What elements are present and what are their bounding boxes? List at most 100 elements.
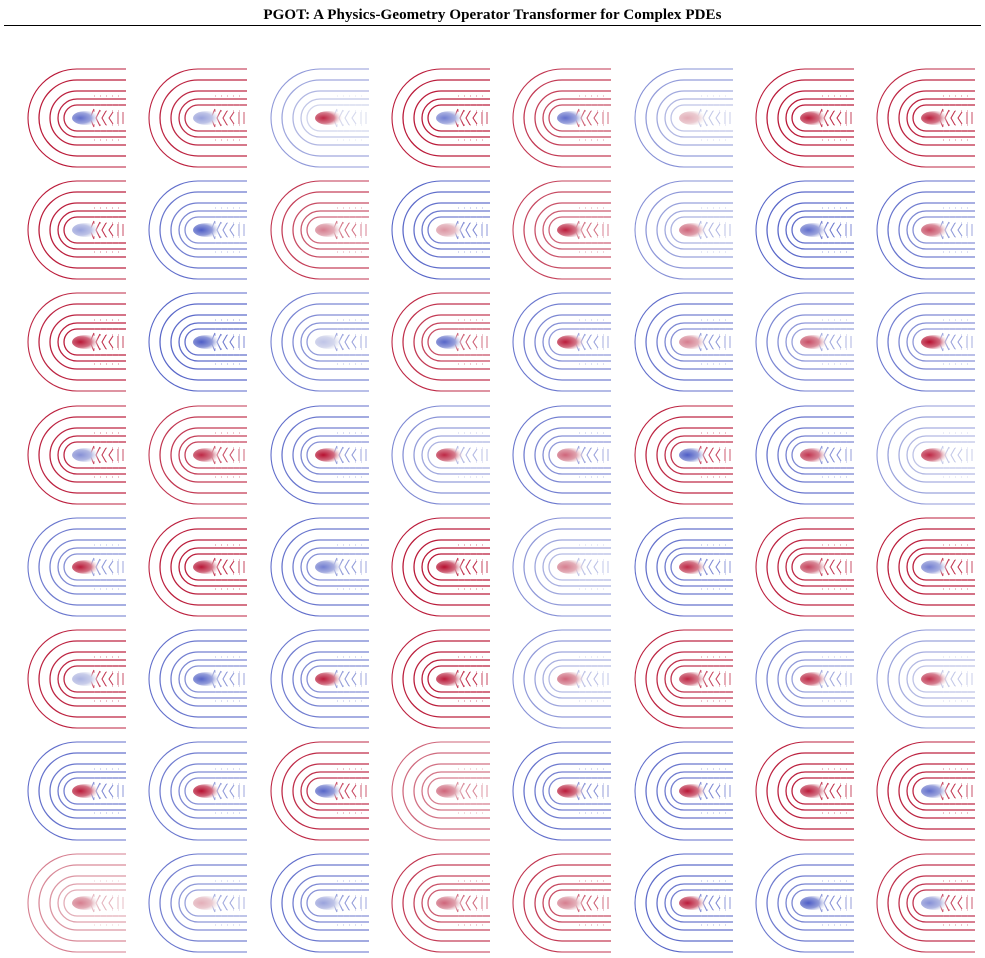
field-core — [799, 223, 828, 238]
streamline-arc — [148, 405, 248, 505]
flow-field-plot — [270, 180, 369, 280]
wake-chevron — [714, 672, 720, 686]
field-panel — [507, 175, 617, 285]
wake-chevron — [707, 222, 713, 238]
wake-chevron — [222, 335, 228, 350]
wake-chevron — [586, 335, 592, 350]
field-core — [193, 784, 222, 799]
flow-field-plot — [876, 180, 976, 280]
flow-field-plot — [755, 68, 854, 168]
field-panel — [265, 400, 375, 510]
flow-field-plot — [755, 405, 854, 505]
streamline-arc — [512, 68, 612, 168]
streamline-arc — [898, 651, 976, 707]
field-panel — [750, 287, 860, 397]
streamline-arc — [427, 777, 490, 805]
wake-chevron — [229, 784, 235, 798]
streamline-arc — [644, 303, 733, 382]
flow-field-plot — [634, 853, 733, 953]
flow-field-plot — [634, 741, 733, 841]
streamline-arc — [184, 216, 248, 244]
flow-field-plot — [391, 405, 490, 505]
streamline-arc — [38, 752, 126, 830]
flow-field-plot — [148, 68, 248, 168]
streamline-arc — [305, 665, 369, 693]
streamline-arc — [912, 216, 976, 244]
wake-chevron — [350, 897, 357, 910]
field-panel — [22, 63, 132, 173]
streamline-arc — [669, 665, 733, 693]
streamline-arc — [170, 539, 248, 595]
flow-field-plot — [270, 517, 369, 617]
field-core — [435, 111, 464, 125]
wake-chevron — [350, 223, 357, 237]
flow-field-plot — [876, 629, 976, 729]
field-core — [557, 447, 586, 462]
streamline-arc — [548, 216, 612, 244]
field-panel — [750, 175, 860, 285]
field-core — [799, 447, 828, 462]
field-core — [314, 335, 343, 350]
flow-field-plot — [512, 517, 612, 617]
wake-chevron — [343, 896, 350, 911]
streamline-arc — [898, 426, 976, 483]
streamline-arc — [655, 90, 733, 146]
streamline-arc — [170, 763, 248, 819]
wake-chevron — [465, 559, 471, 575]
streamline-arc — [63, 777, 126, 805]
streamline-arc — [534, 426, 612, 483]
wake-chevron — [472, 672, 478, 686]
wake-chevron — [586, 671, 592, 687]
streamline-arc — [170, 90, 248, 146]
field-panel — [629, 63, 739, 173]
streamline-arc — [912, 889, 976, 918]
field-panel — [750, 848, 860, 958]
field-panel — [143, 400, 253, 510]
streamline-arc — [791, 216, 854, 244]
wake-chevron — [229, 223, 235, 237]
streamline-arc — [178, 210, 248, 250]
streamline-arc — [785, 98, 854, 138]
wake-chevron — [707, 559, 713, 575]
streamline-arc — [413, 202, 490, 258]
streamline-arc — [421, 547, 490, 587]
field-panel — [265, 63, 375, 173]
field-core — [921, 672, 950, 686]
flow-field-plot — [634, 68, 733, 168]
wake-chevron — [101, 110, 107, 126]
field-core — [314, 559, 343, 574]
streamline-arc — [542, 98, 612, 138]
streamline-arc — [291, 875, 369, 932]
streamline-arc — [906, 883, 976, 924]
field-panel — [143, 63, 253, 173]
streamline-arc — [63, 665, 126, 693]
wake-chevron — [957, 897, 963, 910]
field-panel — [386, 175, 496, 285]
streamline-arc — [413, 426, 490, 483]
field-panel — [629, 400, 739, 510]
streamline-arc — [49, 539, 126, 595]
wake-chevron — [101, 335, 107, 350]
wake-chevron — [108, 111, 114, 125]
wake-chevron — [229, 560, 235, 574]
streamline-arc — [542, 322, 612, 363]
wake-chevron — [714, 784, 720, 798]
wake-chevron — [714, 560, 720, 574]
wake-chevron — [836, 448, 842, 461]
flow-field-plot — [512, 741, 612, 841]
streamline-arc — [38, 191, 126, 269]
streamline-arc — [184, 553, 248, 581]
streamline-arc — [634, 741, 733, 841]
field-panel — [22, 175, 132, 285]
streamline-arc — [270, 517, 369, 617]
streamline-arc — [49, 90, 126, 146]
wake-chevron — [950, 447, 956, 462]
streamline-arc — [421, 98, 490, 138]
flow-field-plot — [270, 741, 369, 841]
streamline-arc — [402, 191, 490, 269]
streamline-arc — [413, 314, 490, 371]
field-panel — [143, 848, 253, 958]
flow-field-plot — [148, 405, 248, 505]
wake-chevron — [108, 223, 114, 237]
streamline-arc — [777, 202, 854, 258]
